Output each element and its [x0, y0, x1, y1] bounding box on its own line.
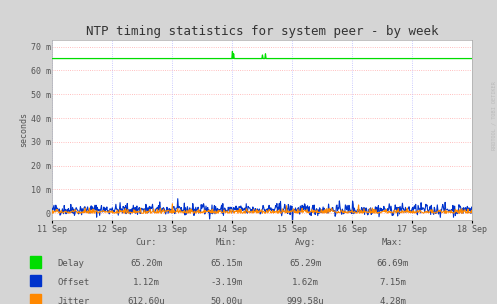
- Text: Cur:: Cur:: [136, 238, 158, 247]
- Title: NTP timing statistics for system peer - by week: NTP timing statistics for system peer - …: [86, 25, 438, 38]
- Text: 50.00u: 50.00u: [210, 297, 242, 304]
- Text: Delay: Delay: [57, 259, 84, 268]
- Text: 999.58u: 999.58u: [287, 297, 325, 304]
- Text: Avg:: Avg:: [295, 238, 317, 247]
- Text: 65.20m: 65.20m: [131, 259, 163, 268]
- Text: 1.12m: 1.12m: [133, 278, 160, 287]
- Text: 612.60u: 612.60u: [128, 297, 166, 304]
- Y-axis label: seconds: seconds: [19, 112, 28, 147]
- Text: Min:: Min:: [215, 238, 237, 247]
- Text: 1.62m: 1.62m: [292, 278, 319, 287]
- Text: Jitter: Jitter: [57, 297, 89, 304]
- Text: Offset: Offset: [57, 278, 89, 287]
- Text: RRDTOOL / TOBI OETIKER: RRDTOOL / TOBI OETIKER: [491, 81, 496, 150]
- Text: -3.19m: -3.19m: [210, 278, 242, 287]
- Text: 65.15m: 65.15m: [210, 259, 242, 268]
- Text: Max:: Max:: [382, 238, 404, 247]
- Text: 7.15m: 7.15m: [379, 278, 406, 287]
- Text: 4.28m: 4.28m: [379, 297, 406, 304]
- Text: 65.29m: 65.29m: [290, 259, 322, 268]
- Text: 66.69m: 66.69m: [377, 259, 409, 268]
